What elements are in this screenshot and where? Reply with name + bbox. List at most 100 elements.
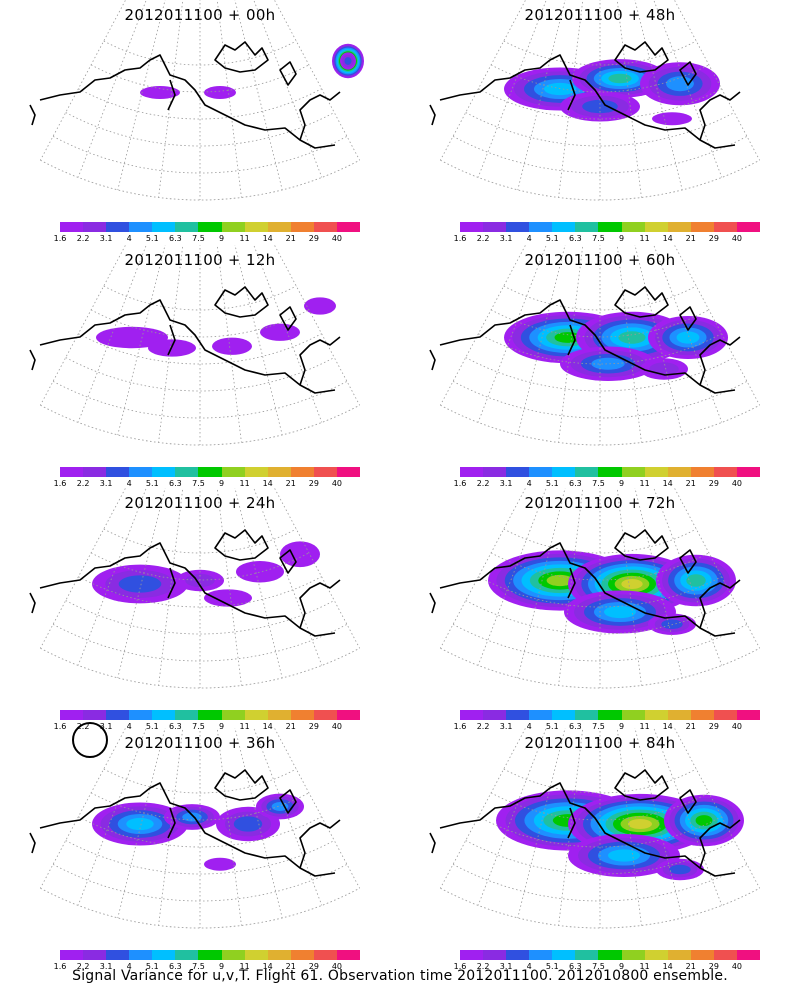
colorbar-tick-label: 9 [618,479,625,488]
colorbar-tick-label: 1.6 [453,479,467,488]
colorbar-swatch [460,467,484,477]
coastline [567,567,576,599]
colorbar-tick-label: 11 [639,962,650,971]
colorbar-swatch [336,950,361,960]
colorbar-swatch [644,710,668,720]
colorbar-tick-label: 6.3 [569,479,582,488]
latitude-line [465,112,735,147]
variance-blob [280,541,320,568]
polar-map [29,488,360,689]
colorbar-tick-label: 21 [685,722,696,731]
colorbar-swatch [152,222,176,232]
figure-caption: Signal Variance for u,v,T. Flight 61. Ob… [72,968,728,984]
colorbar-tick-label: 21 [285,234,296,243]
colorbar-tick-label: 11 [239,962,250,971]
colorbar-tick-label: 21 [285,479,296,488]
colorbar-swatch [529,222,553,232]
variance-blob [260,323,300,341]
colorbar [60,710,361,722]
colorbar-swatch [313,467,337,477]
colorbar-swatch [267,710,291,720]
variance-field [96,297,336,357]
variance-blob [344,57,352,65]
colorbar-swatch [221,467,245,477]
coastline [299,579,341,629]
coastline [214,41,269,73]
variance-blob [236,561,284,583]
latitude-line [452,624,748,662]
circle-marker [72,722,108,758]
map-panel: 2012011100 + 72h 1.6 2.2 3.1 4 5.1 6.3 7.5 9 11 14… [400,488,800,733]
colorbar-swatch [106,222,130,232]
latitude-line [503,528,697,554]
colorbar-tick-label: 21 [285,962,296,971]
latitude-line [103,768,297,794]
colorbar-swatch [644,950,668,960]
coastline [39,299,336,394]
map-panel: 2012011100 + 00h 1.6 2.2 3.1 4 5.1 6.3 7.5 9 11 14… [0,0,400,245]
variance-blob [544,82,576,96]
colorbar-tick-label: 21 [685,479,696,488]
coastline [439,54,736,149]
coastline [567,79,576,111]
colorbar-tick-label: 5.1 [145,234,159,243]
colorbar-swatch [290,710,314,720]
map-frame [40,887,360,929]
colorbar-swatch [506,950,530,960]
colorbar-tick-label: 5.1 [145,962,159,971]
colorbar-swatch [483,467,507,477]
colorbar-swatch [598,467,622,477]
variance-blob [118,575,162,593]
meridian-line [253,0,323,178]
meridian-line [216,488,242,686]
colorbar-swatch [129,950,153,960]
colorbar-swatch [598,950,622,960]
latitude-line [452,136,748,174]
colorbar-swatch [460,710,484,720]
colorbar-swatch [736,710,761,720]
colorbar-swatch [106,467,130,477]
variance-blob [233,816,263,832]
colorbar-tick-label: 1.6 [53,722,67,731]
colorbar-tick-label: 2.2 [476,722,490,731]
map-panel: 2012011100 + 60h 1.6 2.2 3.1 4 5.1 6.3 7.5 9 11 14… [400,245,800,490]
variance-blob [628,818,652,830]
colorbar-tick-label: 3.1 [99,479,113,488]
colorbar-swatch [483,710,507,720]
colorbar-tick-label: 6.3 [569,962,582,971]
colorbar-tick-label: 3.1 [499,722,513,731]
latitude-line [78,333,322,365]
latitude-line [503,40,697,66]
variance-blob [204,857,236,871]
variance-field [496,790,744,881]
colorbar-tick-label: 7.5 [592,962,605,971]
colorbar-swatch [83,467,107,477]
colorbar-tick-label: 9 [618,722,625,731]
map-frame [440,404,760,446]
colorbar-swatch [267,222,291,232]
coastline [429,832,436,854]
coastline [214,769,269,801]
map-panel: 2012011100 + 48h 1.6 2.2 3.1 4 5.1 6.3 7.5 9 11 14… [400,0,800,245]
variance-blob [608,73,632,84]
colorbar-swatch [506,467,530,477]
variance-blob [621,578,643,590]
variance-blob [676,331,700,344]
colorbar-tick-label: 14 [262,962,273,971]
polar-map [429,728,760,929]
colorbar-tick-label: 21 [685,234,696,243]
latitude-line [65,840,335,875]
variance-blob [686,574,706,587]
colorbar-tick-label: 3.1 [499,962,513,971]
latitude-line [452,381,748,419]
colorbar-swatch [290,467,314,477]
colorbar-labels: 1.6 2.2 3.1 4 5.1 6.3 7.5 9 11 14 21 29 40 [54,479,365,489]
variance-blob [582,99,618,114]
colorbar-swatch [690,710,714,720]
latitude-line [78,576,322,608]
map-frame [440,887,760,929]
map-panel: 2012011100 + 12h 1.6 2.2 3.1 4 5.1 6.3 7.5 9 11 14… [0,245,400,490]
colorbar-tick-label: 2.2 [76,479,90,488]
latitude-line [65,112,335,147]
colorbar-tick-label: 40 [331,722,343,731]
